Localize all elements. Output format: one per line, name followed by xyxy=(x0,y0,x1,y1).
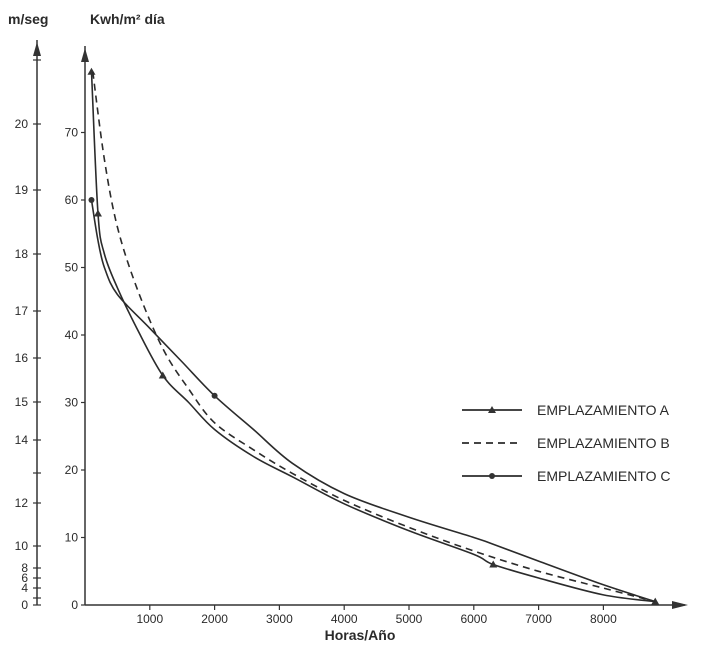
legend: EMPLAZAMIENTO A EMPLAZAMIENTO B EMPLAZAMIE… xyxy=(462,402,671,484)
y-tick-label: 20 xyxy=(65,463,79,477)
series-marker-c xyxy=(88,197,95,203)
speed-tick-label: 0 xyxy=(21,598,28,612)
speed-axis-arrow xyxy=(33,42,41,56)
speed-tick-label: 6 xyxy=(21,571,28,585)
series-line-a xyxy=(90,71,656,603)
speed-axis-title: m/seg xyxy=(8,11,48,27)
x-tick-label: 4000 xyxy=(331,612,358,626)
y-tick-label: 40 xyxy=(65,328,79,342)
x-axis-title: Horas/Año xyxy=(325,627,396,643)
series-line-c xyxy=(90,199,656,603)
speed-tick-label: 4 xyxy=(21,581,28,595)
series-marker-c xyxy=(211,392,218,399)
legend-label: EMPLAZAMIENTO C xyxy=(537,468,671,484)
y-tick-label: 60 xyxy=(65,193,79,207)
x-tick-label: 2000 xyxy=(201,612,228,626)
y-axis-arrow xyxy=(81,48,89,62)
series-marker-a xyxy=(87,67,96,75)
y-tick-label: 70 xyxy=(65,126,79,140)
series-marker-a xyxy=(489,560,498,568)
speed-tick-label: 18 xyxy=(15,247,29,261)
x-tick-label: 5000 xyxy=(396,612,423,626)
series-group xyxy=(87,67,660,605)
x-tick-label: 7000 xyxy=(525,612,552,626)
speed-tick-label: 10 xyxy=(15,539,29,553)
speed-tick-label: 14 xyxy=(15,433,29,447)
speed-tick-label: 12 xyxy=(15,496,29,510)
legend-label: EMPLAZAMIENTO A xyxy=(537,402,670,418)
y-axis-title: Kwh/m² día xyxy=(90,11,165,27)
series-marker-a xyxy=(93,209,102,217)
series-line-b xyxy=(92,71,656,603)
legend-label: EMPLAZAMIENTO B xyxy=(537,435,670,451)
speed-tick-label: 17 xyxy=(15,304,29,318)
legend-marker xyxy=(488,406,496,413)
speed-tick-label: 19 xyxy=(15,183,29,197)
speed-tick-label: 20 xyxy=(15,117,29,131)
x-tick-label: 8000 xyxy=(590,612,617,626)
speed-tick-label: 8 xyxy=(21,561,28,575)
axes xyxy=(33,40,688,609)
speed-tick-label: 16 xyxy=(15,351,29,365)
x-axis-arrow xyxy=(672,601,688,609)
speed-tick-label: 15 xyxy=(15,395,29,409)
x-tick-label: 6000 xyxy=(460,612,487,626)
y-tick-label: 30 xyxy=(65,396,79,410)
x-tick-label: 1000 xyxy=(136,612,163,626)
y-tick-label: 0 xyxy=(71,598,78,612)
speed-ticks: 0 468 10 12 14 15 16 17 18 19 20 xyxy=(15,59,41,612)
y-tick-label: 10 xyxy=(65,531,79,545)
x-ticks: 1000 2000 3000 4000 5000 6000 7000 8000 xyxy=(136,605,617,626)
y-ticks: 0 10 20 30 40 50 60 70 xyxy=(65,126,85,612)
x-tick-label: 3000 xyxy=(266,612,293,626)
y-tick-label: 50 xyxy=(65,261,79,275)
series-marker-a xyxy=(158,371,167,379)
legend-marker xyxy=(489,473,495,479)
